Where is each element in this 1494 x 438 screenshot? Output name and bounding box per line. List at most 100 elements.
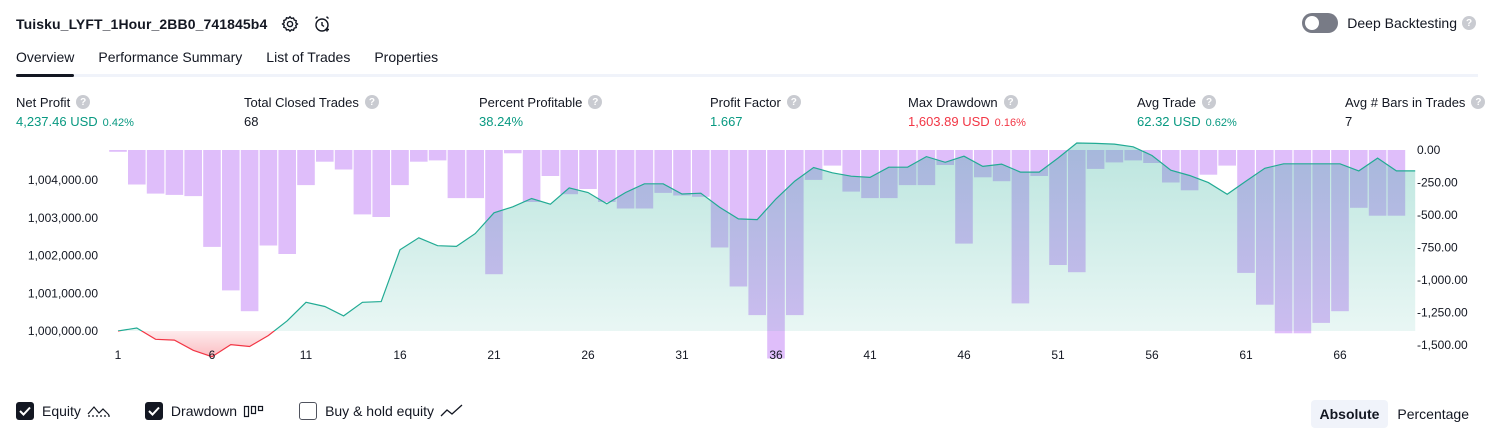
legend-label: Drawdown [171,403,237,419]
drawdown-bar [241,150,259,311]
x-tick-label: 36 [769,348,783,362]
stat-value: 68 [244,114,258,129]
stat-label: Profit Factor [710,95,781,110]
equity-checkbox[interactable] [16,402,34,420]
legend-drawdown[interactable]: Drawdown [145,402,265,420]
drawdown-bar [147,150,165,194]
x-tick-label: 51 [1051,348,1065,362]
legend-label: Equity [42,403,81,419]
tab-overview[interactable]: Overview [16,44,74,74]
drawdown-bar [222,150,240,290]
deep-backtesting: Deep Backtesting ? [1302,13,1476,33]
chart-legend: Equity Drawdown Buy & hold equity [16,402,498,420]
stat-label: Total Closed Trades [244,95,359,110]
stat-label: Avg # Bars in Trades [1345,95,1465,110]
x-tick-label: 1 [115,348,122,362]
right-tick-label: -750.00 [1417,241,1458,255]
stat-profit-factor: Profit Factor? 1.667 [710,94,801,129]
drawdown-bar [335,150,353,170]
tab-list-of-trades[interactable]: List of Trades [266,44,350,74]
drawdown-bar [278,150,296,254]
tab-bar: Overview Performance Summary List of Tra… [16,44,1478,77]
left-tick-label: 1,004,000.00 [28,173,98,187]
x-tick-label: 41 [863,348,877,362]
stat-label: Percent Profitable [479,95,582,110]
stat-label: Avg Trade [1137,95,1196,110]
drawdown-bar [354,150,372,214]
drawdown-bar [109,150,127,152]
drawdown-bar [692,150,710,197]
stat-avg-bars: Avg # Bars in Trades? 7 [1345,94,1485,129]
x-tick-label: 16 [393,348,407,362]
x-tick-label: 6 [209,348,216,362]
drawdown-bar [260,150,278,246]
drawdown-bar [128,150,146,185]
stat-value: 7 [1345,114,1352,129]
stat-net-profit: Net Profit? 4,237.46 USD 0.42% [16,94,134,129]
percentage-button[interactable]: Percentage [1388,400,1478,428]
info-icon[interactable]: ? [365,95,379,109]
x-tick-label: 21 [487,348,501,362]
gear-icon[interactable] [279,13,301,35]
drawdown-bar [448,150,466,198]
drawdown-bar [542,150,560,176]
info-icon[interactable]: ? [787,95,801,109]
stat-value: 62.32 USD [1137,114,1201,129]
deep-backtesting-toggle[interactable] [1302,13,1338,33]
legend-buy-hold-equity[interactable]: Buy & hold equity [299,402,464,420]
drawdown-bar [166,150,184,195]
equity-drawdown-chart[interactable]: 1,000,000.00 1,001,000.00 1,002,000.00 1,00… [0,140,1494,372]
drawdown-checkbox[interactable] [145,402,163,420]
stat-percent-profitable: Percent Profitable? 38.24% [479,94,602,129]
left-tick-label: 1,003,000.00 [28,211,98,225]
equity-line-icon [87,404,111,418]
absolute-button[interactable]: Absolute [1311,400,1389,428]
right-tick-label: -1,000.00 [1417,273,1468,287]
stat-value: 4,237.46 USD [16,114,98,129]
left-tick-label: 1,000,000.00 [28,324,98,338]
help-icon[interactable]: ? [1462,16,1476,30]
drawdown-bar [673,150,691,196]
stat-percent: 0.62% [1206,117,1237,129]
alarm-add-icon[interactable] [311,13,333,35]
stat-value: 1,603.89 USD [908,114,990,129]
left-tick-label: 1,001,000.00 [28,286,98,300]
tab-performance-summary[interactable]: Performance Summary [98,44,242,74]
drawdown-bar [1200,150,1218,175]
x-tick-label: 31 [675,348,689,362]
stat-value: 1.667 [710,114,743,129]
stat-percent: 0.16% [995,117,1026,129]
stat-total-closed-trades: Total Closed Trades? 68 [244,94,379,129]
strategy-title: Tuisku_LYFT_1Hour_2BB0_741845b4 [16,16,267,32]
stat-label: Max Drawdown [908,95,998,110]
drawdown-bar [297,150,315,185]
drawdown-bar [429,150,447,160]
info-icon[interactable]: ? [76,95,90,109]
stat-percent: 0.42% [103,117,134,129]
drawdown-bar [523,150,541,202]
right-tick-label: -1,250.00 [1417,306,1468,320]
drawdown-bar [598,150,616,202]
stat-max-drawdown: Max Drawdown? 1,603.89 USD 0.16% [908,94,1026,129]
info-icon[interactable]: ? [588,95,602,109]
stat-label: Net Profit [16,95,70,110]
x-tick-label: 26 [581,348,595,362]
info-icon[interactable]: ? [1471,95,1485,109]
info-icon[interactable]: ? [1202,95,1216,109]
drawdown-bar [391,150,409,185]
left-tick-label: 1,002,000.00 [28,249,98,263]
right-tick-label: 0.00 [1417,143,1441,157]
drawdown-bar [1218,150,1236,166]
tab-properties[interactable]: Properties [374,44,438,74]
info-icon[interactable]: ? [1004,95,1018,109]
x-tick-label: 66 [1333,348,1347,362]
buy-hold-checkbox[interactable] [299,402,317,420]
right-tick-label: -1,500.00 [1417,338,1468,352]
x-axis: 1 6 11 16 21 26 31 36 41 46 51 56 61 66 [115,348,1347,362]
strategy-header: Tuisku_LYFT_1Hour_2BB0_741845b4 [16,12,333,36]
drawdown-bar [203,150,221,247]
right-tick-label: -250.00 [1417,176,1458,190]
left-axis: 1,000,000.00 1,001,000.00 1,002,000.00 1,00… [28,173,98,338]
legend-equity[interactable]: Equity [16,402,111,420]
legend-label: Buy & hold equity [325,403,434,419]
